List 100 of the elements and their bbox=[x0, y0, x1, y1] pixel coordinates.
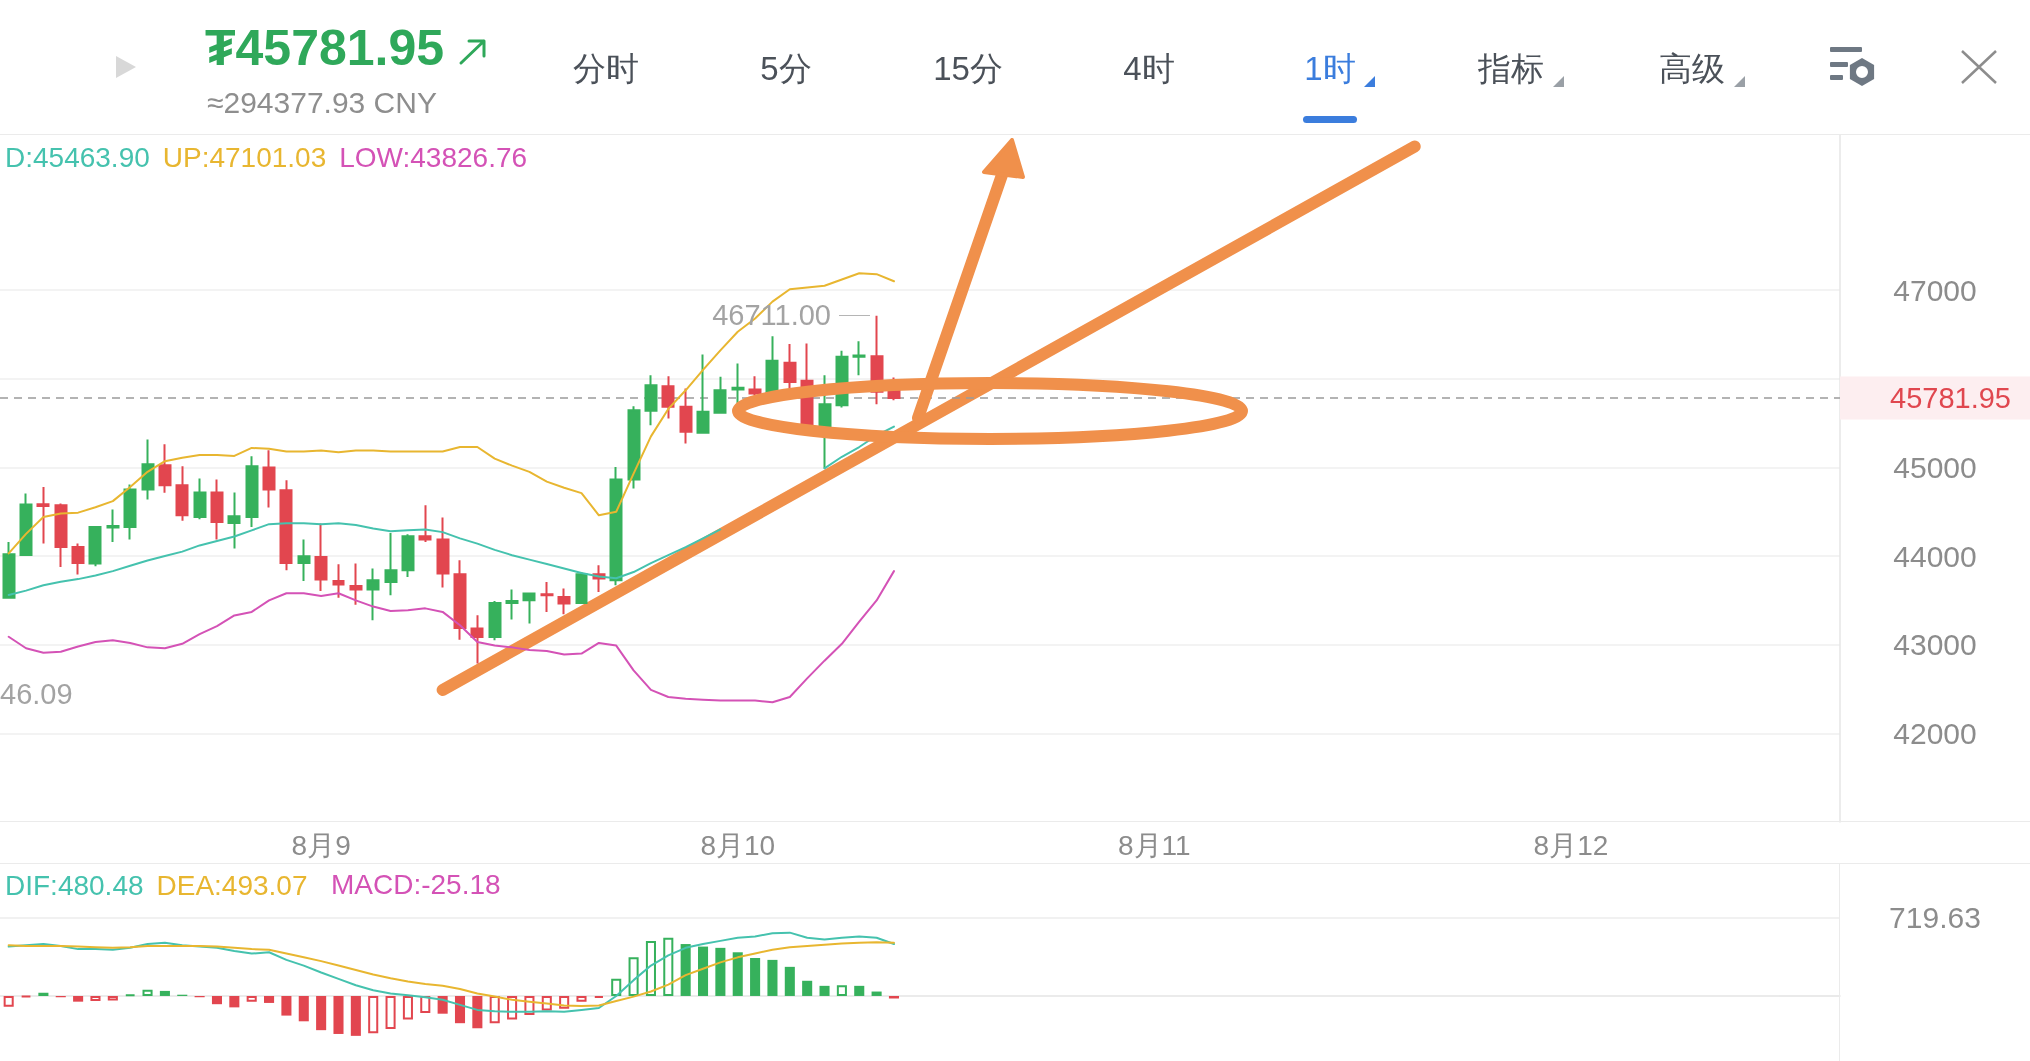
candlestick bbox=[297, 538, 311, 582]
candlestick bbox=[36, 485, 50, 545]
candlestick bbox=[713, 375, 727, 414]
candlestick bbox=[384, 531, 398, 597]
bar bbox=[888, 995, 899, 999]
candlestick bbox=[488, 599, 502, 642]
candlestick bbox=[505, 588, 519, 621]
candlestick bbox=[332, 563, 345, 599]
candlestick bbox=[765, 335, 779, 395]
text: 分时 bbox=[573, 50, 639, 88]
text: 1时 bbox=[1304, 50, 1356, 88]
candlestick bbox=[783, 343, 797, 390]
candlestick bbox=[852, 340, 866, 377]
text: 5分 bbox=[760, 50, 812, 88]
bar bbox=[159, 990, 170, 996]
bar bbox=[264, 995, 275, 1003]
text: 719.63 bbox=[1889, 900, 1981, 936]
line-series bbox=[7, 272, 895, 555]
candlestick bbox=[19, 492, 33, 556]
candlestick bbox=[141, 438, 155, 501]
candlestick bbox=[262, 449, 276, 509]
candlestick bbox=[175, 465, 189, 522]
bar bbox=[73, 995, 84, 1002]
bar bbox=[784, 966, 795, 996]
bar bbox=[819, 985, 830, 996]
candlestick bbox=[279, 479, 293, 572]
candlestick bbox=[123, 483, 137, 541]
text: 指标 bbox=[1478, 50, 1544, 88]
bar bbox=[715, 947, 726, 996]
candlestick bbox=[314, 522, 328, 592]
bar bbox=[732, 952, 743, 996]
bar bbox=[663, 937, 674, 996]
x-tick-label: 8月12 bbox=[1533, 829, 1609, 861]
text: D:45463.90 bbox=[5, 141, 150, 173]
x-tick-label: 8月9 bbox=[291, 829, 351, 861]
bar bbox=[246, 995, 257, 1002]
bar bbox=[854, 985, 865, 996]
bar bbox=[3, 995, 14, 1007]
candlestick bbox=[453, 559, 467, 641]
y-tick-label: 42000 bbox=[1893, 716, 1977, 750]
y-tick-label: 45000 bbox=[1893, 450, 1977, 484]
candlestick bbox=[349, 562, 363, 606]
bar bbox=[142, 989, 153, 996]
bar bbox=[454, 995, 466, 1024]
bar bbox=[402, 995, 413, 1020]
candlestick bbox=[2, 540, 16, 600]
bar bbox=[333, 995, 344, 1034]
candlestick bbox=[748, 375, 762, 397]
bar bbox=[368, 995, 379, 1034]
candlestick bbox=[158, 443, 172, 494]
candlestick bbox=[540, 580, 554, 613]
bar bbox=[316, 995, 327, 1031]
text: 高级 bbox=[1659, 50, 1725, 88]
candlestick bbox=[366, 567, 380, 622]
x-tick-label: 8月11 bbox=[1118, 829, 1191, 861]
candlestick bbox=[54, 502, 68, 568]
candlestick bbox=[609, 465, 623, 587]
text: 4时 bbox=[1123, 50, 1175, 88]
text: MACD:-25.18 bbox=[331, 868, 501, 902]
candlestick bbox=[627, 405, 641, 490]
bar bbox=[628, 957, 639, 996]
text: LOW:43826.76 bbox=[339, 141, 528, 173]
text: UP:47101.03 bbox=[162, 141, 327, 173]
series-label: DEA:493.07 bbox=[156, 869, 308, 901]
candlestick bbox=[522, 591, 536, 625]
bar bbox=[767, 959, 778, 996]
candlestick bbox=[575, 570, 588, 605]
bar bbox=[680, 944, 691, 996]
candlestick bbox=[644, 374, 658, 427]
candlestick bbox=[557, 587, 571, 616]
bar bbox=[229, 995, 240, 1008]
candlestick bbox=[210, 478, 224, 541]
x-tick-label: 8月10 bbox=[700, 829, 776, 861]
annotation: 46.09 bbox=[0, 678, 73, 712]
chart-subtitle: ≈294377.93 CNY bbox=[207, 85, 437, 121]
bar bbox=[472, 995, 483, 1029]
bar bbox=[802, 980, 813, 996]
bar bbox=[611, 978, 622, 996]
bar bbox=[697, 946, 709, 996]
bar bbox=[645, 940, 656, 996]
candlestick bbox=[106, 508, 120, 543]
text: 15分 bbox=[933, 50, 1003, 88]
chart-title: ₮45781.95 bbox=[205, 20, 445, 78]
bar bbox=[298, 995, 309, 1022]
candlestick bbox=[227, 491, 241, 550]
candlestick bbox=[401, 533, 415, 578]
candlestick bbox=[245, 455, 259, 528]
candlestick bbox=[71, 542, 85, 576]
bar bbox=[90, 995, 101, 1002]
bar bbox=[350, 995, 361, 1036]
bar bbox=[385, 995, 396, 1029]
candlestick bbox=[418, 504, 432, 543]
ref-line-label: 45781.95 bbox=[1890, 382, 2011, 415]
y-tick-label: 47000 bbox=[1893, 273, 1977, 307]
candlestick bbox=[661, 375, 675, 420]
candlestick bbox=[696, 353, 710, 434]
candlestick bbox=[88, 524, 102, 568]
candlestick bbox=[436, 516, 450, 589]
y-tick-label: 43000 bbox=[1893, 628, 1977, 662]
bar bbox=[750, 957, 761, 996]
